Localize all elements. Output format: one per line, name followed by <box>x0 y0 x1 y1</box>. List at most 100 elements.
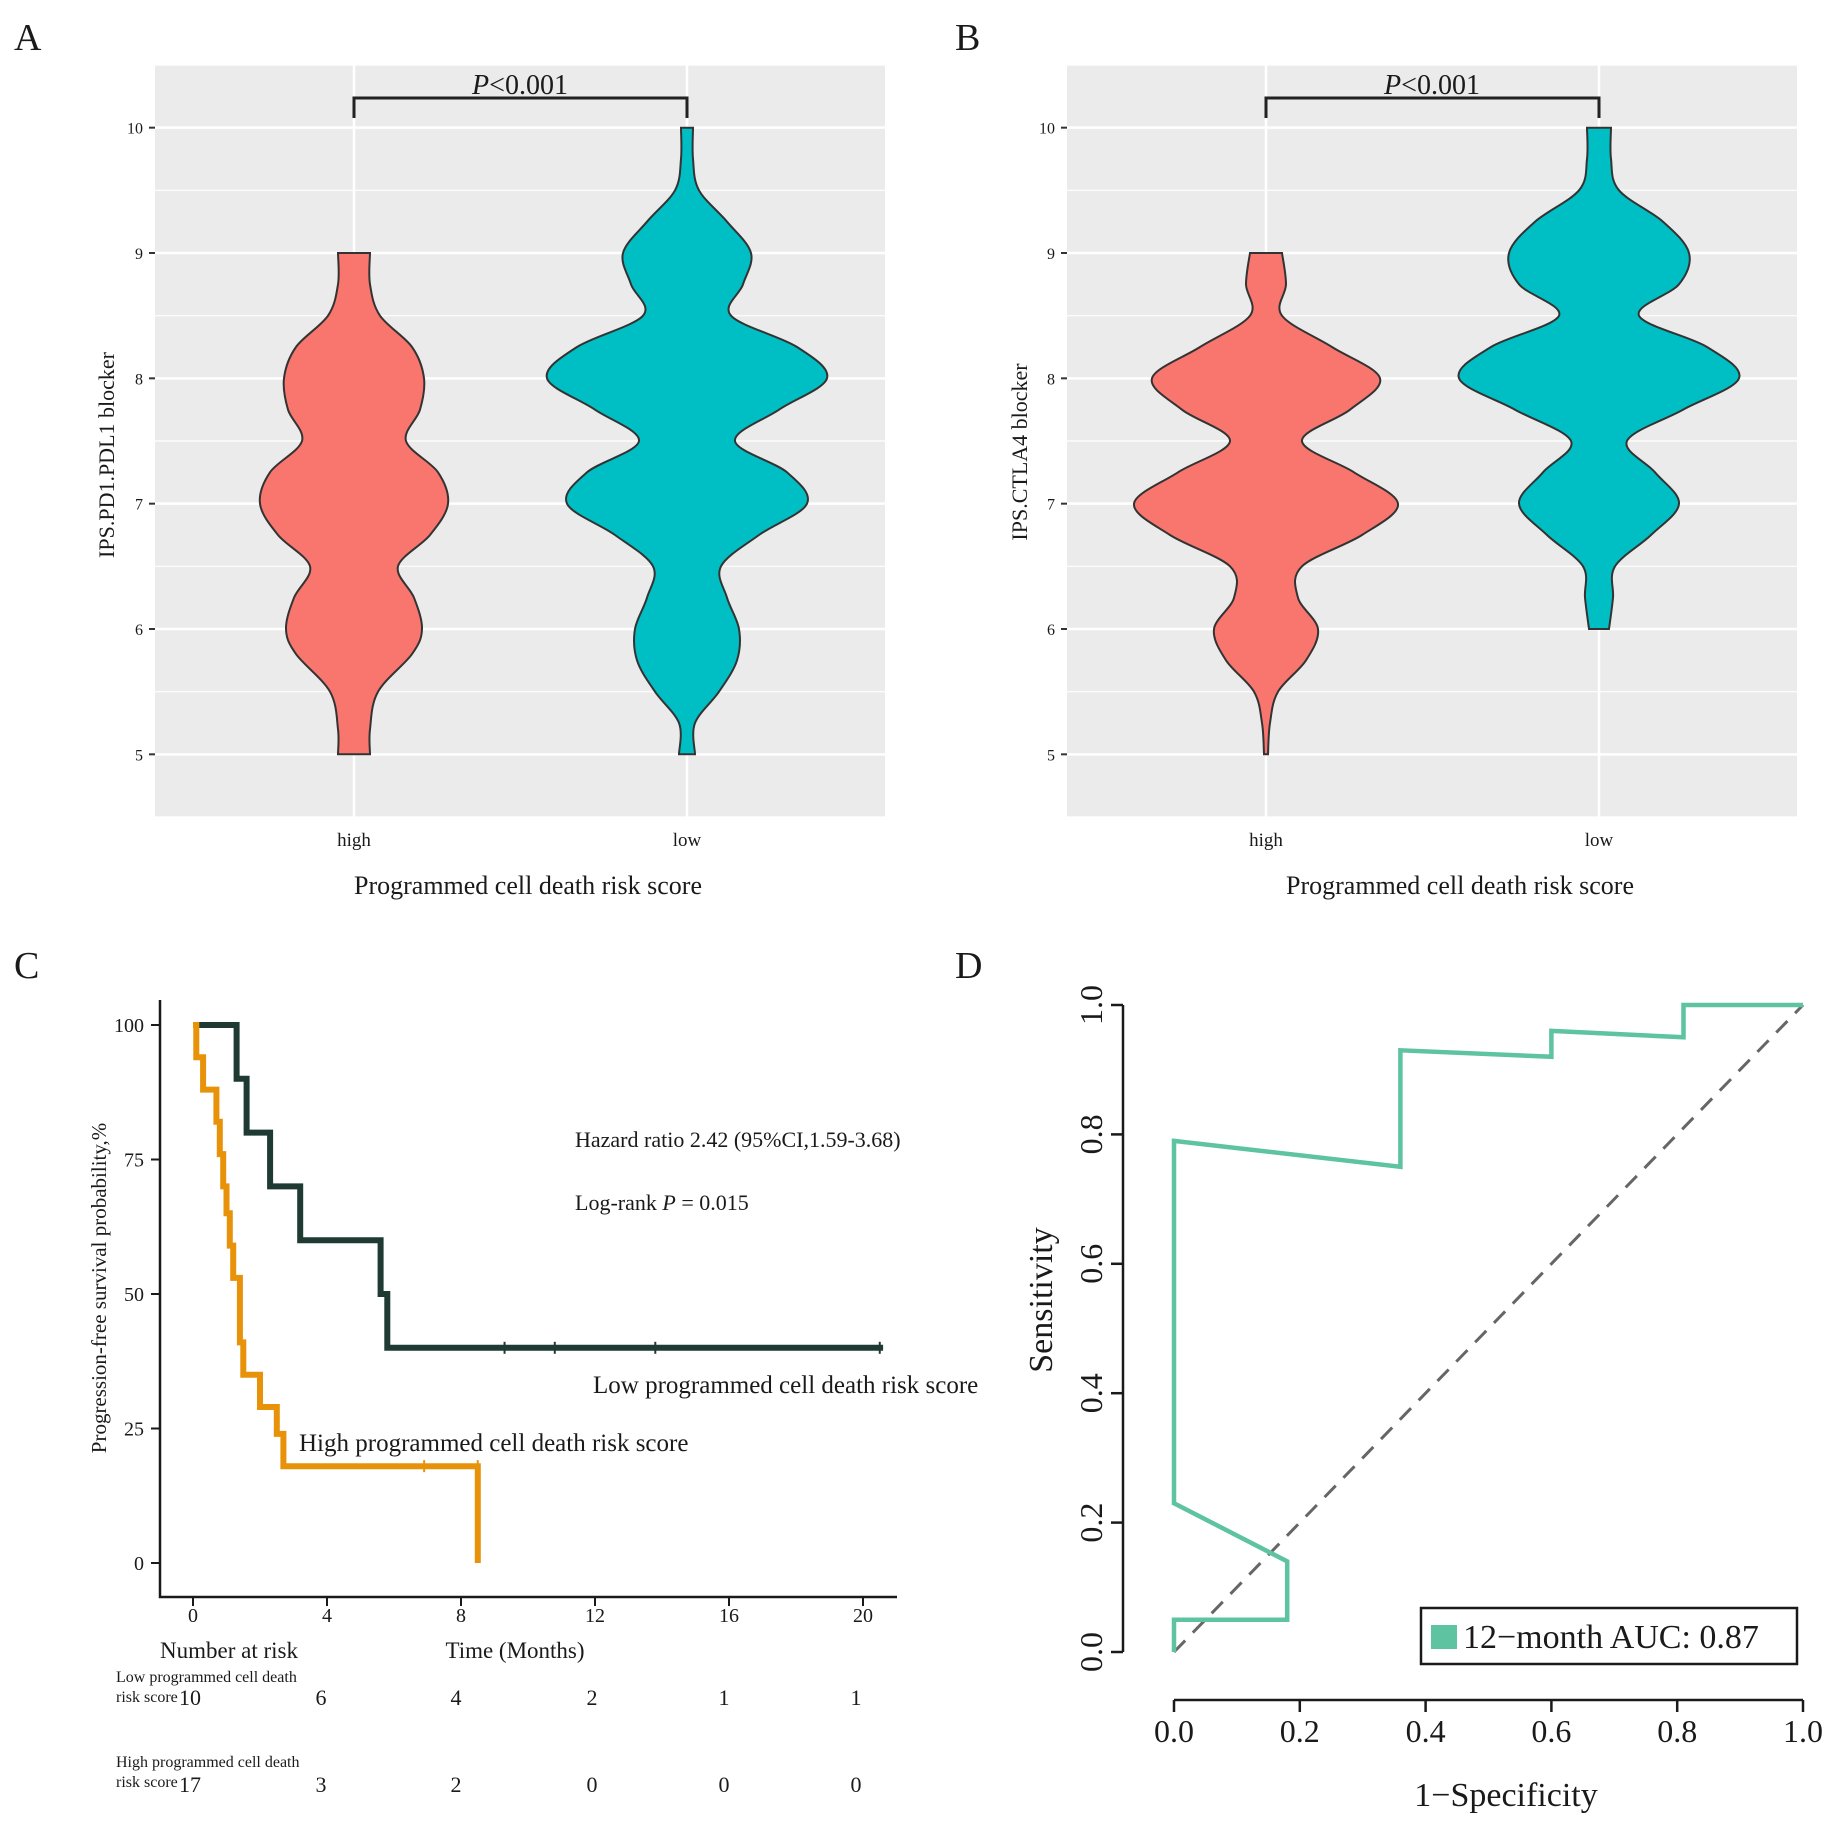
y-axis-label-b: IPS.CTLA4 blocker <box>1007 363 1032 541</box>
x-axis-label-c: Time (Months) <box>445 1638 584 1663</box>
risk-table-cell: 17 <box>179 1772 201 1797</box>
panel-label-b: B <box>955 17 980 59</box>
x-tick-label: 0.0 <box>1154 1713 1194 1749</box>
axes-c <box>158 1000 897 1599</box>
y-tick-label: 1.0 <box>1073 985 1109 1025</box>
logrank-text: Log-rank P = 0.015 <box>575 1190 749 1215</box>
risk-table-cell: 6 <box>316 1685 327 1710</box>
significance-bracket-b <box>1264 96 1601 118</box>
risk-table-cell: 1 <box>851 1685 862 1710</box>
x-axis-label-d: 1−Specificity <box>1414 1777 1597 1814</box>
y-tick-label: 0.4 <box>1073 1373 1109 1413</box>
panel-label-a: A <box>14 17 42 59</box>
x-tick-label: 20 <box>853 1605 873 1627</box>
y-tick-label: 0.2 <box>1073 1503 1109 1543</box>
hazard-ratio-text: Hazard ratio 2.42 (95%CI,1.59-3.68) <box>575 1127 901 1152</box>
km-curve-high-risk <box>193 1022 481 1563</box>
y-tick-label: 0 <box>134 1553 144 1575</box>
risk-row-low-label2: risk score <box>116 1689 178 1706</box>
violins-b <box>1133 126 1741 756</box>
y-tick-label: 7 <box>135 497 143 514</box>
y-ticks-a: 5 6 7 8 9 10 <box>127 121 155 764</box>
risk-table-cell: 4 <box>451 1685 462 1710</box>
risk-table-cell: 10 <box>179 1685 201 1710</box>
risk-table-values: 10 6 4 2 1 1 17 3 2 0 0 0 <box>179 1685 862 1797</box>
y-tick-label: 50 <box>124 1284 144 1306</box>
risk-row-low-label1: Low programmed cell death <box>116 1669 297 1686</box>
y-tick-label: 9 <box>1047 246 1055 263</box>
legend-label-d: 12−month AUC: 0.87 <box>1463 1619 1759 1656</box>
y-tick-label: 10 <box>1039 121 1055 138</box>
violins-a <box>258 126 829 756</box>
y-axis-label-a: IPS.PD1.PDL1 blocker <box>94 351 119 558</box>
x-tick-label: 4 <box>322 1605 332 1627</box>
x-tick-b-high: high <box>1249 830 1283 851</box>
violin-a-low <box>545 126 829 756</box>
violin-b-high <box>1133 252 1399 756</box>
y-axis-label-d: Sensitivity <box>1023 1227 1060 1372</box>
p-value-b: P<0.001 <box>1383 70 1480 101</box>
y-tick-label: 0.8 <box>1073 1114 1109 1154</box>
y-tick-label: 100 <box>114 1015 144 1037</box>
x-tick-label: 0.2 <box>1280 1713 1320 1749</box>
x-tick-label: 12 <box>585 1605 605 1627</box>
risk-row-high-label2: risk score <box>116 1774 178 1791</box>
y-tick-label: 10 <box>127 121 143 138</box>
x-tick-a-low: low <box>673 830 702 851</box>
panel-label-d: D <box>955 945 982 987</box>
y-tick-label: 6 <box>135 622 143 639</box>
legend-swatch-d <box>1431 1625 1457 1649</box>
y-axis-label-c: Progression-free survival probability,% <box>87 1123 111 1453</box>
violin-a-high <box>258 252 450 756</box>
axis-ticks-c: 0 4 8 12 16 20 0 25 50 75 100 <box>114 1015 873 1627</box>
p-value-a: P<0.001 <box>471 70 568 101</box>
y-ticks-b: 5 6 7 8 9 10 <box>1039 121 1067 764</box>
km-curve-low-risk <box>193 1022 884 1351</box>
legend-box-d <box>1419 1606 1799 1666</box>
legend-low-risk: Low programmed cell death risk score <box>593 1372 978 1399</box>
risk-table-cell: 2 <box>587 1685 598 1710</box>
risk-table-cell: 1 <box>719 1685 730 1710</box>
risk-row-high-label1: High programmed cell death <box>116 1754 300 1771</box>
y-tick-label: 8 <box>1047 371 1055 388</box>
risk-table-cell: 0 <box>587 1772 598 1797</box>
violin-b-low <box>1457 126 1741 630</box>
x-tick-a-high: high <box>337 830 371 851</box>
roc-curve-d <box>1171 1002 1803 1652</box>
axis-ticks-d: 0.0 0.2 0.4 0.6 0.8 1.0 0.0 0.2 0.4 0.6 0.8 1.0 <box>1073 985 1823 1749</box>
x-tick-label: 0.8 <box>1657 1713 1697 1749</box>
x-tick-label: 1.0 <box>1783 1713 1823 1749</box>
y-tick-label: 25 <box>124 1419 144 1441</box>
panel-d: D 0.0 0.2 0.4 0.6 0.8 1.0 0.0 0.2 0.4 0.6 0.8 1.0 1… <box>955 945 1823 1814</box>
x-tick-b-low: low <box>1585 830 1614 851</box>
significance-bracket-a <box>352 96 689 118</box>
reference-diagonal <box>1172 1003 1805 1654</box>
x-axis-label-b: Programmed cell death risk score <box>1286 871 1634 900</box>
y-tick-label: 75 <box>124 1150 144 1172</box>
panel-b: B 5 6 7 8 9 10 P<0.001 high low Programmed ce… <box>955 17 1797 900</box>
km-curves-c <box>193 1022 884 1563</box>
risk-table-cell: 3 <box>316 1772 327 1797</box>
y-tick-label: 8 <box>135 371 143 388</box>
y-tick-label: 5 <box>135 747 143 764</box>
roc-curve-12-month <box>1171 1002 1803 1652</box>
panel-label-c: C <box>14 945 39 987</box>
y-tick-label: 9 <box>135 246 143 263</box>
y-tick-label: 5 <box>1047 747 1055 764</box>
x-tick-label: 8 <box>456 1605 466 1627</box>
x-tick-label: 0.4 <box>1406 1713 1446 1749</box>
y-tick-label: 7 <box>1047 497 1055 514</box>
x-tick-label: 16 <box>719 1605 739 1627</box>
risk-table-cell: 0 <box>851 1772 862 1797</box>
y-tick-label: 0.0 <box>1073 1632 1109 1672</box>
y-tick-label: 0.6 <box>1073 1244 1109 1284</box>
axes-d <box>1121 1005 1803 1702</box>
x-tick-label: 0 <box>188 1605 198 1627</box>
y-tick-label: 6 <box>1047 622 1055 639</box>
risk-table-title: Number at risk <box>160 1638 298 1663</box>
legend-high-risk: High programmed cell death risk score <box>299 1430 688 1457</box>
x-axis-label-a: Programmed cell death risk score <box>354 871 702 900</box>
risk-table-cell: 0 <box>719 1772 730 1797</box>
